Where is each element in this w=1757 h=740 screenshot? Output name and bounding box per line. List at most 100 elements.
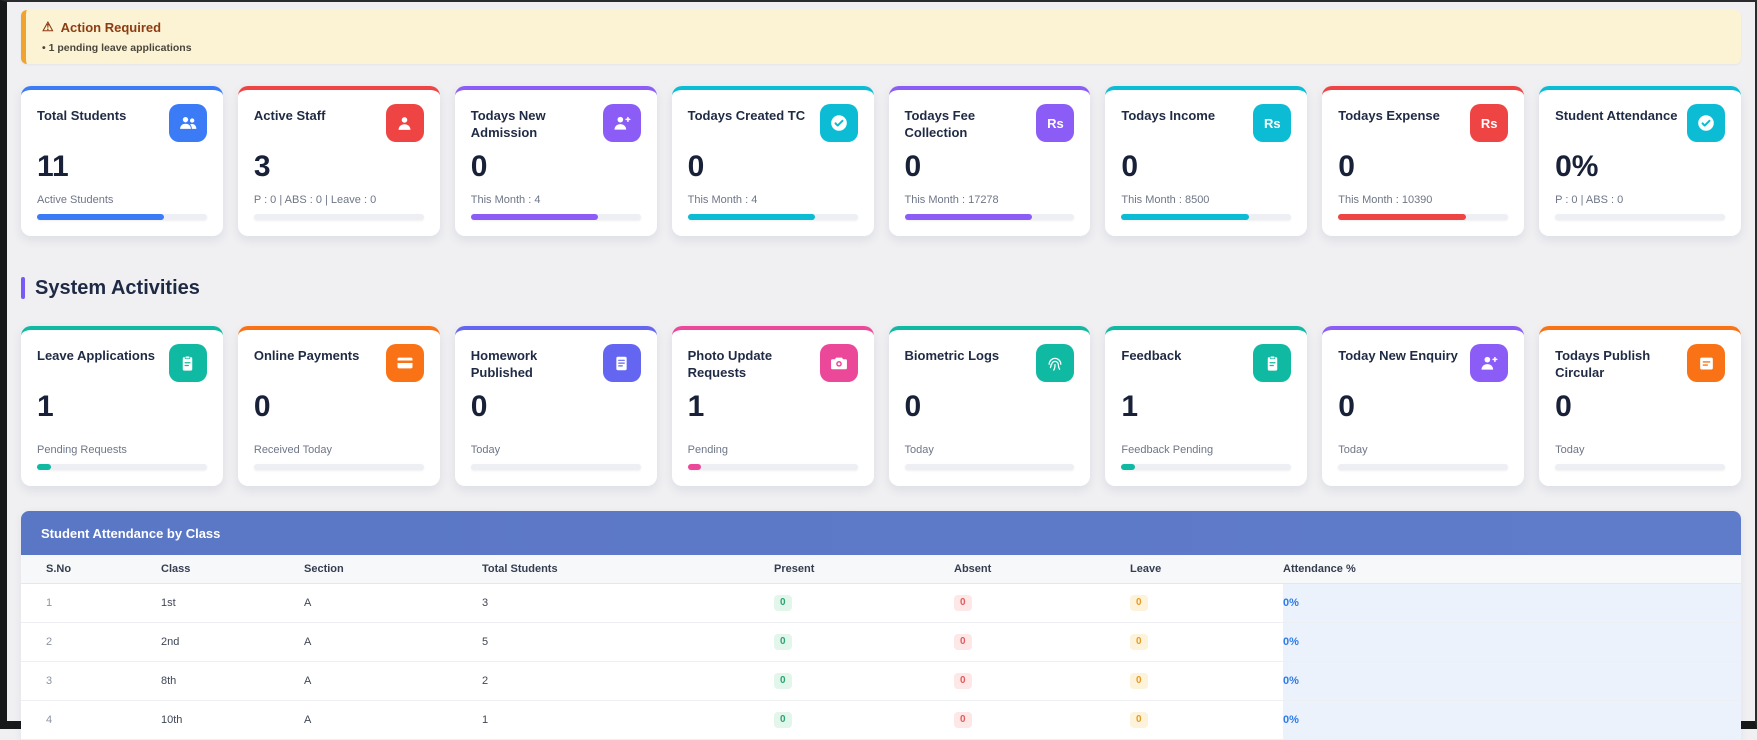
card-subtitle: This Month : 10390 <box>1338 194 1433 206</box>
attendance-table-card: Student Attendance by Class S.No Class Sec… <box>21 511 1741 740</box>
stat-card[interactable]: Todays Fee Collection Rs 0 This Month : 172… <box>888 86 1091 236</box>
progress-bar <box>1555 464 1725 470</box>
cell-sno: 1 <box>21 583 161 623</box>
card-value: 3 <box>253 150 271 183</box>
card-subtitle: P : 0 | ABS : 0 <box>1555 194 1624 206</box>
absent-badge: 0 <box>954 712 972 728</box>
card-subtitle: Today <box>1338 444 1368 456</box>
cell-total-students: 1 <box>482 700 774 740</box>
check-circle-icon <box>819 104 858 142</box>
stat-card[interactable]: Todays Created TC 0 This Month : 4 <box>671 86 874 236</box>
card-value: 1 <box>1121 390 1139 423</box>
cell-attendance: 0% <box>1283 700 1741 740</box>
cell-present: 0 <box>774 661 954 701</box>
users-icon <box>168 104 207 142</box>
table-title-bar: Student Attendance by Class <box>21 511 1741 555</box>
stat-card[interactable]: Student Attendance 0% P : 0 | ABS : 0 <box>1539 86 1741 236</box>
card-title: Today New Enquiry <box>1338 348 1458 363</box>
cell-leave: 0 <box>1130 583 1283 623</box>
column-header: Class <box>161 555 304 584</box>
card-subtitle: Today <box>1555 444 1585 456</box>
person-icon <box>385 104 424 142</box>
card-value: 0 <box>470 390 488 423</box>
section-accent-bar <box>21 277 25 299</box>
cell-attendance: 0% <box>1283 622 1741 662</box>
card-subtitle: Today <box>470 444 501 456</box>
rupee-icon: Rs <box>1036 104 1075 142</box>
card-value: 0 <box>1121 150 1139 183</box>
person-plus-icon <box>602 104 641 142</box>
stat-card[interactable]: Active Staff 3 P : 0 | ABS : 0 | Leave : 0 <box>237 86 440 236</box>
activity-card[interactable]: Homework Published 0 Today <box>454 326 657 486</box>
stat-card[interactable]: Total Students 11 Active Students <box>21 86 223 236</box>
progress-fill <box>1338 214 1466 220</box>
progress-bar <box>470 214 641 220</box>
progress-bar <box>37 464 207 470</box>
card-title: Todays Income <box>1121 108 1216 123</box>
stat-card[interactable]: Todays New Admission 0 This Month : 4 <box>454 86 657 236</box>
card-title: Leave Applications <box>37 348 155 363</box>
cell-attendance: 0% <box>1283 583 1741 623</box>
cell-section: A <box>304 661 482 701</box>
camera-icon <box>819 344 858 382</box>
check-circle-icon <box>1687 104 1725 142</box>
cell-leave: 0 <box>1130 661 1283 701</box>
stat-card[interactable]: Todays Expense Rs 0 This Month : 10390 <box>1322 86 1525 236</box>
action-required-alert: ⚠ Action Required • 1 pending leave appl… <box>21 10 1741 64</box>
card-title: Biometric Logs <box>904 348 1000 363</box>
card-header: Todays Created TC <box>688 104 858 142</box>
progress-bar <box>1338 214 1509 220</box>
absent-badge: 0 <box>954 595 972 611</box>
card-value: 0 <box>904 150 922 183</box>
activity-card[interactable]: Todays Publish Circular 0 Today <box>1539 326 1741 486</box>
card-value: 1 <box>37 390 54 423</box>
progress-bar <box>687 214 858 220</box>
card-header: Photo Update Requests <box>688 344 858 382</box>
card-header: Homework Published <box>471 344 641 382</box>
progress-bar <box>1121 464 1292 470</box>
progress-fill <box>687 214 816 220</box>
present-badge: 0 <box>774 595 792 611</box>
card-title: Todays Publish Circular <box>1555 348 1651 380</box>
table-row: 1 1st A 3 0 0 0 0% <box>21 583 1741 623</box>
cell-section: A <box>304 700 482 740</box>
activity-card[interactable]: Leave Applications 1 Pending Requests <box>21 326 223 486</box>
stat-card[interactable]: Todays Income Rs 0 This Month : 8500 <box>1105 86 1308 236</box>
cell-total-students: 5 <box>482 622 774 662</box>
present-badge: 0 <box>774 634 792 650</box>
alert-title-row: ⚠ Action Required <box>42 19 1725 35</box>
cell-leave: 0 <box>1130 622 1283 662</box>
column-header: Leave <box>1130 555 1283 584</box>
table-row: 3 8th A 2 0 0 0 0% <box>21 661 1741 701</box>
clipboard-icon <box>168 344 207 382</box>
activity-card[interactable]: Online Payments 0 Received Today <box>237 326 440 486</box>
section-title: System Activities <box>35 276 200 299</box>
column-header: Present <box>774 555 954 584</box>
progress-bar <box>904 214 1075 220</box>
attendance-table: S.No Class Section Total Students Present Abs… <box>21 555 1741 740</box>
card-title: Todays Expense <box>1338 108 1440 123</box>
card-header: Biometric Logs <box>905 344 1075 382</box>
card-subtitle: Active Students <box>37 194 114 206</box>
card-subtitle: Today <box>904 444 934 456</box>
column-header: Attendance % <box>1283 555 1741 584</box>
leave-badge: 0 <box>1130 634 1148 650</box>
activity-card[interactable]: Photo Update Requests 1 Pending <box>671 326 874 486</box>
activity-card[interactable]: Feedback 1 Feedback Pending <box>1105 326 1308 486</box>
cell-absent: 0 <box>954 583 1130 623</box>
cell-section: A <box>304 583 482 623</box>
cell-sno: 4 <box>21 700 161 740</box>
progress-bar <box>37 214 207 220</box>
cell-attendance: 0% <box>1283 661 1741 701</box>
card-value: 0 <box>470 150 488 183</box>
rupee-icon: Rs <box>1470 104 1509 142</box>
card-header: Today New Enquiry <box>1338 344 1509 382</box>
column-header: Absent <box>954 555 1130 584</box>
progress-fill <box>37 214 165 220</box>
card-header: Todays Income Rs <box>1121 104 1292 142</box>
activity-card[interactable]: Today New Enquiry 0 Today <box>1322 326 1525 486</box>
cell-present: 0 <box>774 700 954 740</box>
card-value: 0 <box>1555 390 1572 423</box>
activity-card[interactable]: Biometric Logs 0 Today <box>888 326 1091 486</box>
progress-bar <box>904 464 1075 470</box>
